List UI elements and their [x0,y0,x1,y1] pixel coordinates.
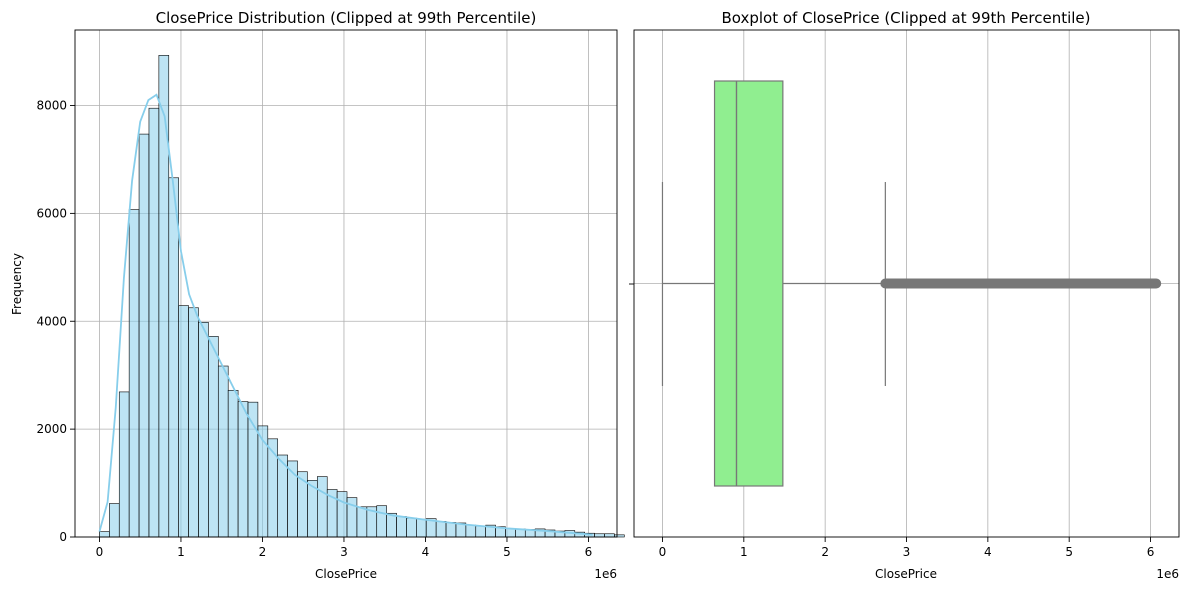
histogram-x-tick-label: 3 [340,545,348,559]
histogram-bar [208,336,219,538]
histogram-panel: 0 1 2 3 4 5 6 0 2000 4000 6000 8000 ClosePrice Dis… [10,9,625,581]
histogram-y-axis-label: Frequency [10,253,24,315]
histogram-bar [416,518,427,538]
histogram-kde-curve [98,93,593,536]
histogram-title: ClosePrice Distribution (Clipped at 99th… [156,9,537,27]
histogram-x-tick-label: 5 [503,545,511,559]
histogram-bar [376,505,387,538]
histogram-x-tick-label: 0 [96,545,104,559]
histogram-bar [227,389,239,538]
histogram-bar [445,522,457,538]
boxplot-title: Boxplot of ClosePrice (Clipped at 99th P… [721,9,1090,27]
histogram-bar [198,322,209,538]
histogram-y-tick-label: 0 [59,530,67,544]
histogram-x-tick-label: 4 [422,545,430,559]
histogram-bar [178,305,189,538]
histogram-bar [267,438,278,538]
boxplot-x-ticks: 0 1 2 3 4 5 6 [659,537,1155,559]
histogram-bar [109,503,120,538]
boxplot-x-tick-label: 1 [740,545,748,559]
histogram-bar [168,177,179,538]
histogram-bar [475,525,486,538]
histogram-x-tick-label: 1 [177,545,185,559]
histogram-x-tick-label: 2 [259,545,267,559]
histogram-bar [257,425,269,538]
histogram-bar [396,516,407,538]
histogram-bars [99,55,625,538]
boxplot-box [713,80,784,487]
histogram-bar [99,531,110,538]
histogram-bar [614,534,625,538]
histogram-bar [128,209,140,538]
histogram-bar [138,133,150,538]
histogram-bar [465,524,477,538]
histogram-bar [188,307,199,538]
histogram-bar [247,401,259,538]
histogram-y-tick-label: 4000 [36,314,67,328]
histogram-y-tick-label: 2000 [36,422,67,436]
histogram-x-ticks: 0 1 2 3 4 5 6 [96,537,593,559]
boxplot-x-tick-label: 3 [903,545,911,559]
histogram-bar [356,506,368,538]
histogram-y-tick-label: 8000 [36,99,67,113]
histogram-bar [604,533,615,538]
boxplot-x-tick-label: 4 [984,545,992,559]
histogram-bar [594,533,605,538]
boxplot-x-axis-label: ClosePrice [875,567,937,581]
histogram-bar [237,401,249,538]
boxplot-x-offset-label: 1e6 [1156,567,1179,581]
boxplot-x-tick-label: 5 [1065,545,1073,559]
histogram-x-offset-label: 1e6 [594,567,617,581]
histogram-bar [158,55,170,538]
boxplot-x-tick-label: 2 [821,545,829,559]
histogram-frame [74,29,618,538]
boxplot-x-tick-label: 0 [659,545,667,559]
boxplot-panel: 0 1 2 3 4 5 6 Boxplot of ClosePrice (Clipped a… [629,9,1180,581]
histogram-bar [118,391,130,538]
histogram-x-axis-label: ClosePrice [315,567,377,581]
histogram-y-ticks: 0 2000 4000 6000 8000 [36,99,75,544]
histogram-bar [317,476,328,538]
boxplot-body [661,80,1162,487]
histogram-bar [406,517,417,538]
boxplot-x-tick-label: 6 [1147,545,1155,559]
histogram-bar [435,521,447,538]
histogram-bar [148,107,160,538]
histogram-bar [336,491,348,538]
histogram-bar [217,365,229,538]
histogram-bar [386,512,397,538]
histogram-y-tick-label: 6000 [36,206,67,220]
histogram-x-tick-label: 6 [585,545,593,559]
